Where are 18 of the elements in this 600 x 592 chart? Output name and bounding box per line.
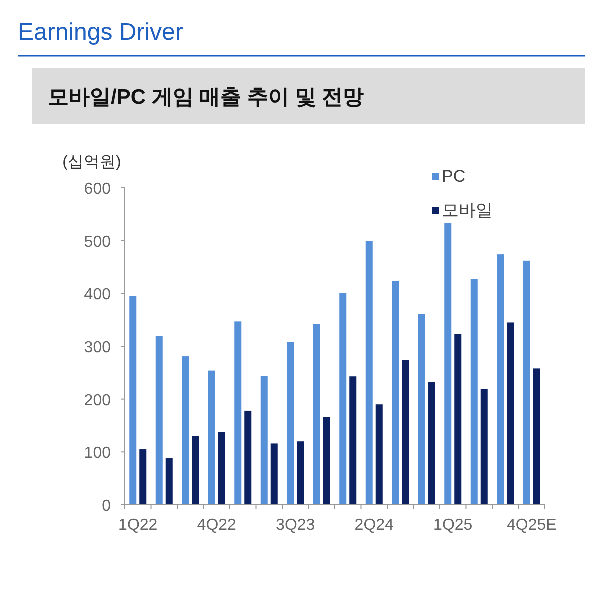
subtitle: 모바일/PC 게임 매출 추이 및 전망 [48,86,364,109]
xtick: 3Q23 [276,517,316,534]
legend: 모바일 [442,201,493,220]
xtick: 4Q25E [506,517,557,534]
legend: PC [442,167,466,186]
xtick: 2Q24 [354,517,394,534]
xtick: 1Q22 [118,517,158,534]
ytick: 0 [102,498,111,515]
ytick: 400 [84,286,111,304]
ytick: 600 [84,181,111,198]
ytick: 100 [84,445,111,462]
ylabel: (십억원) [62,154,122,171]
xtick: 1Q25 [434,517,473,534]
ytick: 200 [84,392,111,410]
ytick: 500 [84,234,111,251]
ytick: 300 [84,340,111,356]
title: Earnings Driver [18,19,184,46]
xtick: 4Q22 [197,517,236,534]
